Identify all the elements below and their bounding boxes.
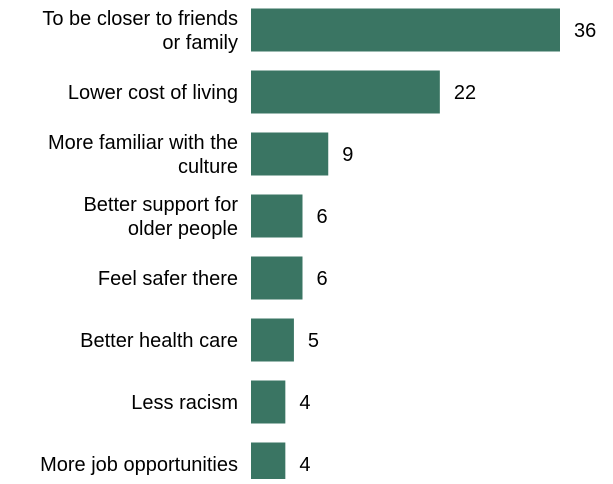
category-label-line: Less racism (131, 392, 238, 414)
category-label-line: Better health care (80, 330, 238, 352)
category-labels-layer: To be closer to friends or family Lower co… (40, 8, 238, 476)
bar-value-label: 6 (317, 268, 328, 290)
category-label: Better health care (80, 330, 238, 352)
category-label-line: older people (128, 218, 238, 240)
category-label: Feel safer there (98, 268, 238, 290)
bar (251, 380, 286, 424)
category-label-line: Feel safer there (98, 268, 238, 290)
category-label-line: or family (162, 32, 238, 54)
bar-value-label: 5 (308, 330, 319, 352)
bar-value-label: 36 (574, 20, 596, 42)
value-labels-layer: 36 22 9 6 6 5 4 4 (299, 20, 596, 476)
bar-value-label: 4 (299, 392, 310, 414)
category-label: More familiar with the culture (48, 132, 238, 178)
category-label: Better support for older people (83, 194, 238, 240)
bar-value-label: 6 (317, 206, 328, 228)
bar (251, 70, 440, 114)
category-label-line: culture (178, 156, 238, 178)
category-label: Lower cost of living (68, 82, 238, 104)
category-label-line: Lower cost of living (68, 82, 238, 104)
category-label: More job opportunities (40, 454, 238, 476)
bar-value-label: 4 (299, 454, 310, 476)
category-label: Less racism (131, 392, 238, 414)
bar (251, 442, 286, 484)
bar (251, 318, 294, 362)
category-label-line: To be closer to friends (42, 8, 238, 30)
category-label-line: More familiar with the (48, 132, 238, 154)
bar (251, 194, 303, 238)
category-label-line: Better support for (83, 194, 238, 216)
bars-layer (251, 8, 560, 484)
bar (251, 132, 329, 176)
bar-value-label: 22 (454, 82, 476, 104)
category-label: To be closer to friends or family (42, 8, 238, 54)
bar-value-label: 9 (342, 144, 353, 166)
category-label-line: More job opportunities (40, 454, 238, 476)
bar (251, 256, 303, 300)
bar (251, 8, 560, 52)
